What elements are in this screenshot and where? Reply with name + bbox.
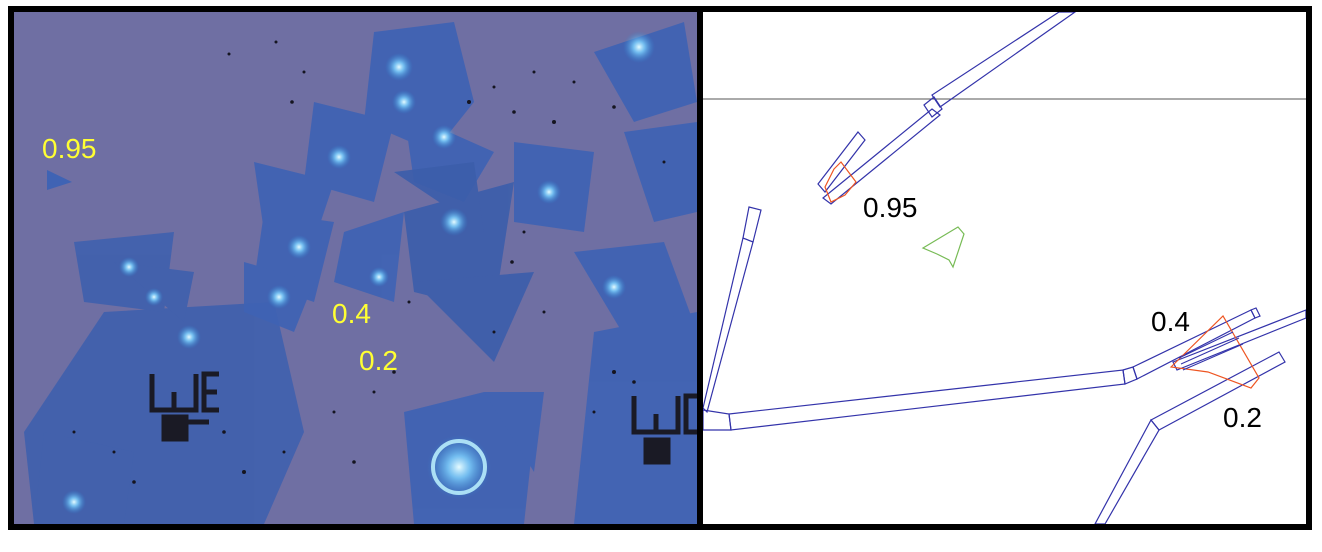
- schematic-drawing: [703, 12, 1306, 524]
- bright-centers: [62, 31, 655, 514]
- left-label-0-2: 0.2: [359, 345, 398, 376]
- red-outlines: [824, 161, 1260, 389]
- dust-specks: [72, 40, 666, 484]
- optical-micrograph-panel: 0.95 0.4 0.2: [8, 6, 703, 530]
- left-label-0-4: 0.4: [332, 298, 371, 329]
- micrograph-drawing: [14, 12, 697, 524]
- right-label-0-2: 0.2: [1223, 402, 1262, 433]
- alignment-marker-left: [149, 371, 219, 442]
- flake-cluster-right: [514, 22, 697, 524]
- flake-hatching: [1178, 331, 1244, 371]
- left-label-0-95: 0.95: [42, 133, 97, 164]
- flower-ring: [431, 439, 487, 495]
- schematic-panel: 0.95 0.4 0.2: [697, 6, 1312, 530]
- alignment-marker-right: [631, 393, 697, 465]
- electrode-outlines: [703, 12, 1306, 524]
- small-flake: [47, 170, 72, 190]
- right-label-0-95: 0.95: [863, 192, 918, 223]
- green-flake-outline: [921, 226, 965, 269]
- right-label-0-4: 0.4: [1151, 306, 1190, 337]
